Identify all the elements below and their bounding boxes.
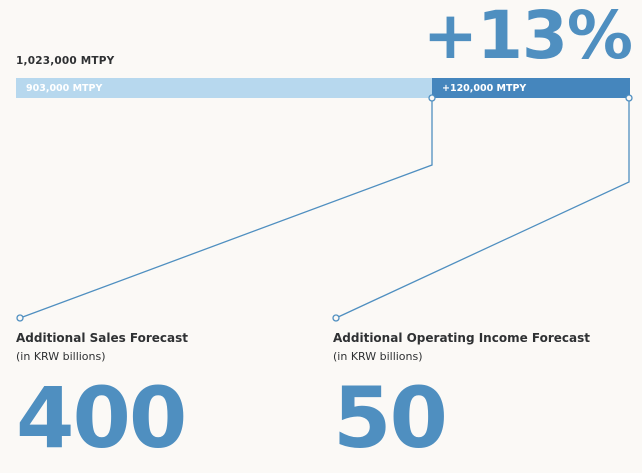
metric-income-value: 50 xyxy=(333,369,448,467)
capacity-bar: 903,000 MTPY +120,000 MTPY xyxy=(16,78,630,98)
connector-dot xyxy=(625,94,633,102)
bar-segment-added: +120,000 MTPY xyxy=(432,78,630,98)
metric-income-title: Additional Operating Income Forecast xyxy=(333,331,590,345)
connector-income xyxy=(335,98,630,319)
metric-sales-title: Additional Sales Forecast xyxy=(16,331,189,345)
metric-sales-value: 400 xyxy=(16,369,187,467)
metric-sales-unit: (in KRW billions) xyxy=(16,350,106,363)
total-capacity-label: 1,023,000 MTPY xyxy=(16,55,115,67)
metric-sales: Additional Sales Forecast (in KRW billio… xyxy=(16,331,188,463)
increase-percent: +13% xyxy=(422,0,633,74)
bar-segment-base: 903,000 MTPY xyxy=(16,78,432,98)
connector-sales xyxy=(19,98,433,319)
connector-dot xyxy=(16,314,24,322)
metric-income: Additional Operating Income Forecast (in… xyxy=(333,331,590,463)
metric-income-unit: (in KRW billions) xyxy=(333,350,423,363)
connector-dot xyxy=(332,314,340,322)
bar-base-label: 903,000 MTPY xyxy=(26,82,103,94)
bar-added-label: +120,000 MTPY xyxy=(442,82,527,94)
connector-dot xyxy=(428,94,436,102)
